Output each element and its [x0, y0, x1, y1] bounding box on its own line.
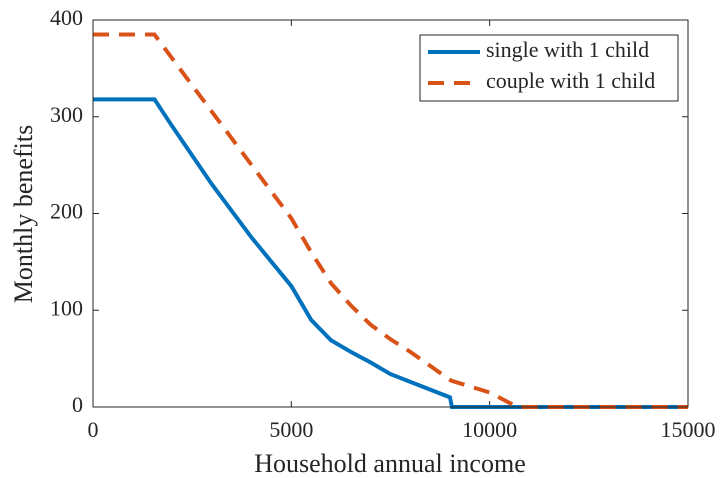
x-tick-label: 15000 [661, 417, 716, 442]
y-tick-label: 100 [50, 295, 83, 320]
axes-box [92, 19, 689, 408]
y-tick-label: 0 [72, 392, 83, 417]
line-series [93, 32, 688, 409]
y-axis-label: Monthly benefits [9, 125, 38, 303]
x-axis-label: Household annual income [254, 449, 526, 478]
legend-box [419, 34, 679, 102]
y-tick-label: 300 [50, 102, 83, 127]
legend-label: single with 1 child [486, 37, 649, 62]
y-tick-label: 200 [50, 199, 83, 224]
x-tick-label: 5000 [269, 417, 313, 442]
y-tick-label: 400 [50, 5, 83, 30]
x-tick-label: 10000 [462, 417, 517, 442]
x-tick-label: 0 [88, 417, 99, 442]
legend-label: couple with 1 child [486, 68, 655, 93]
